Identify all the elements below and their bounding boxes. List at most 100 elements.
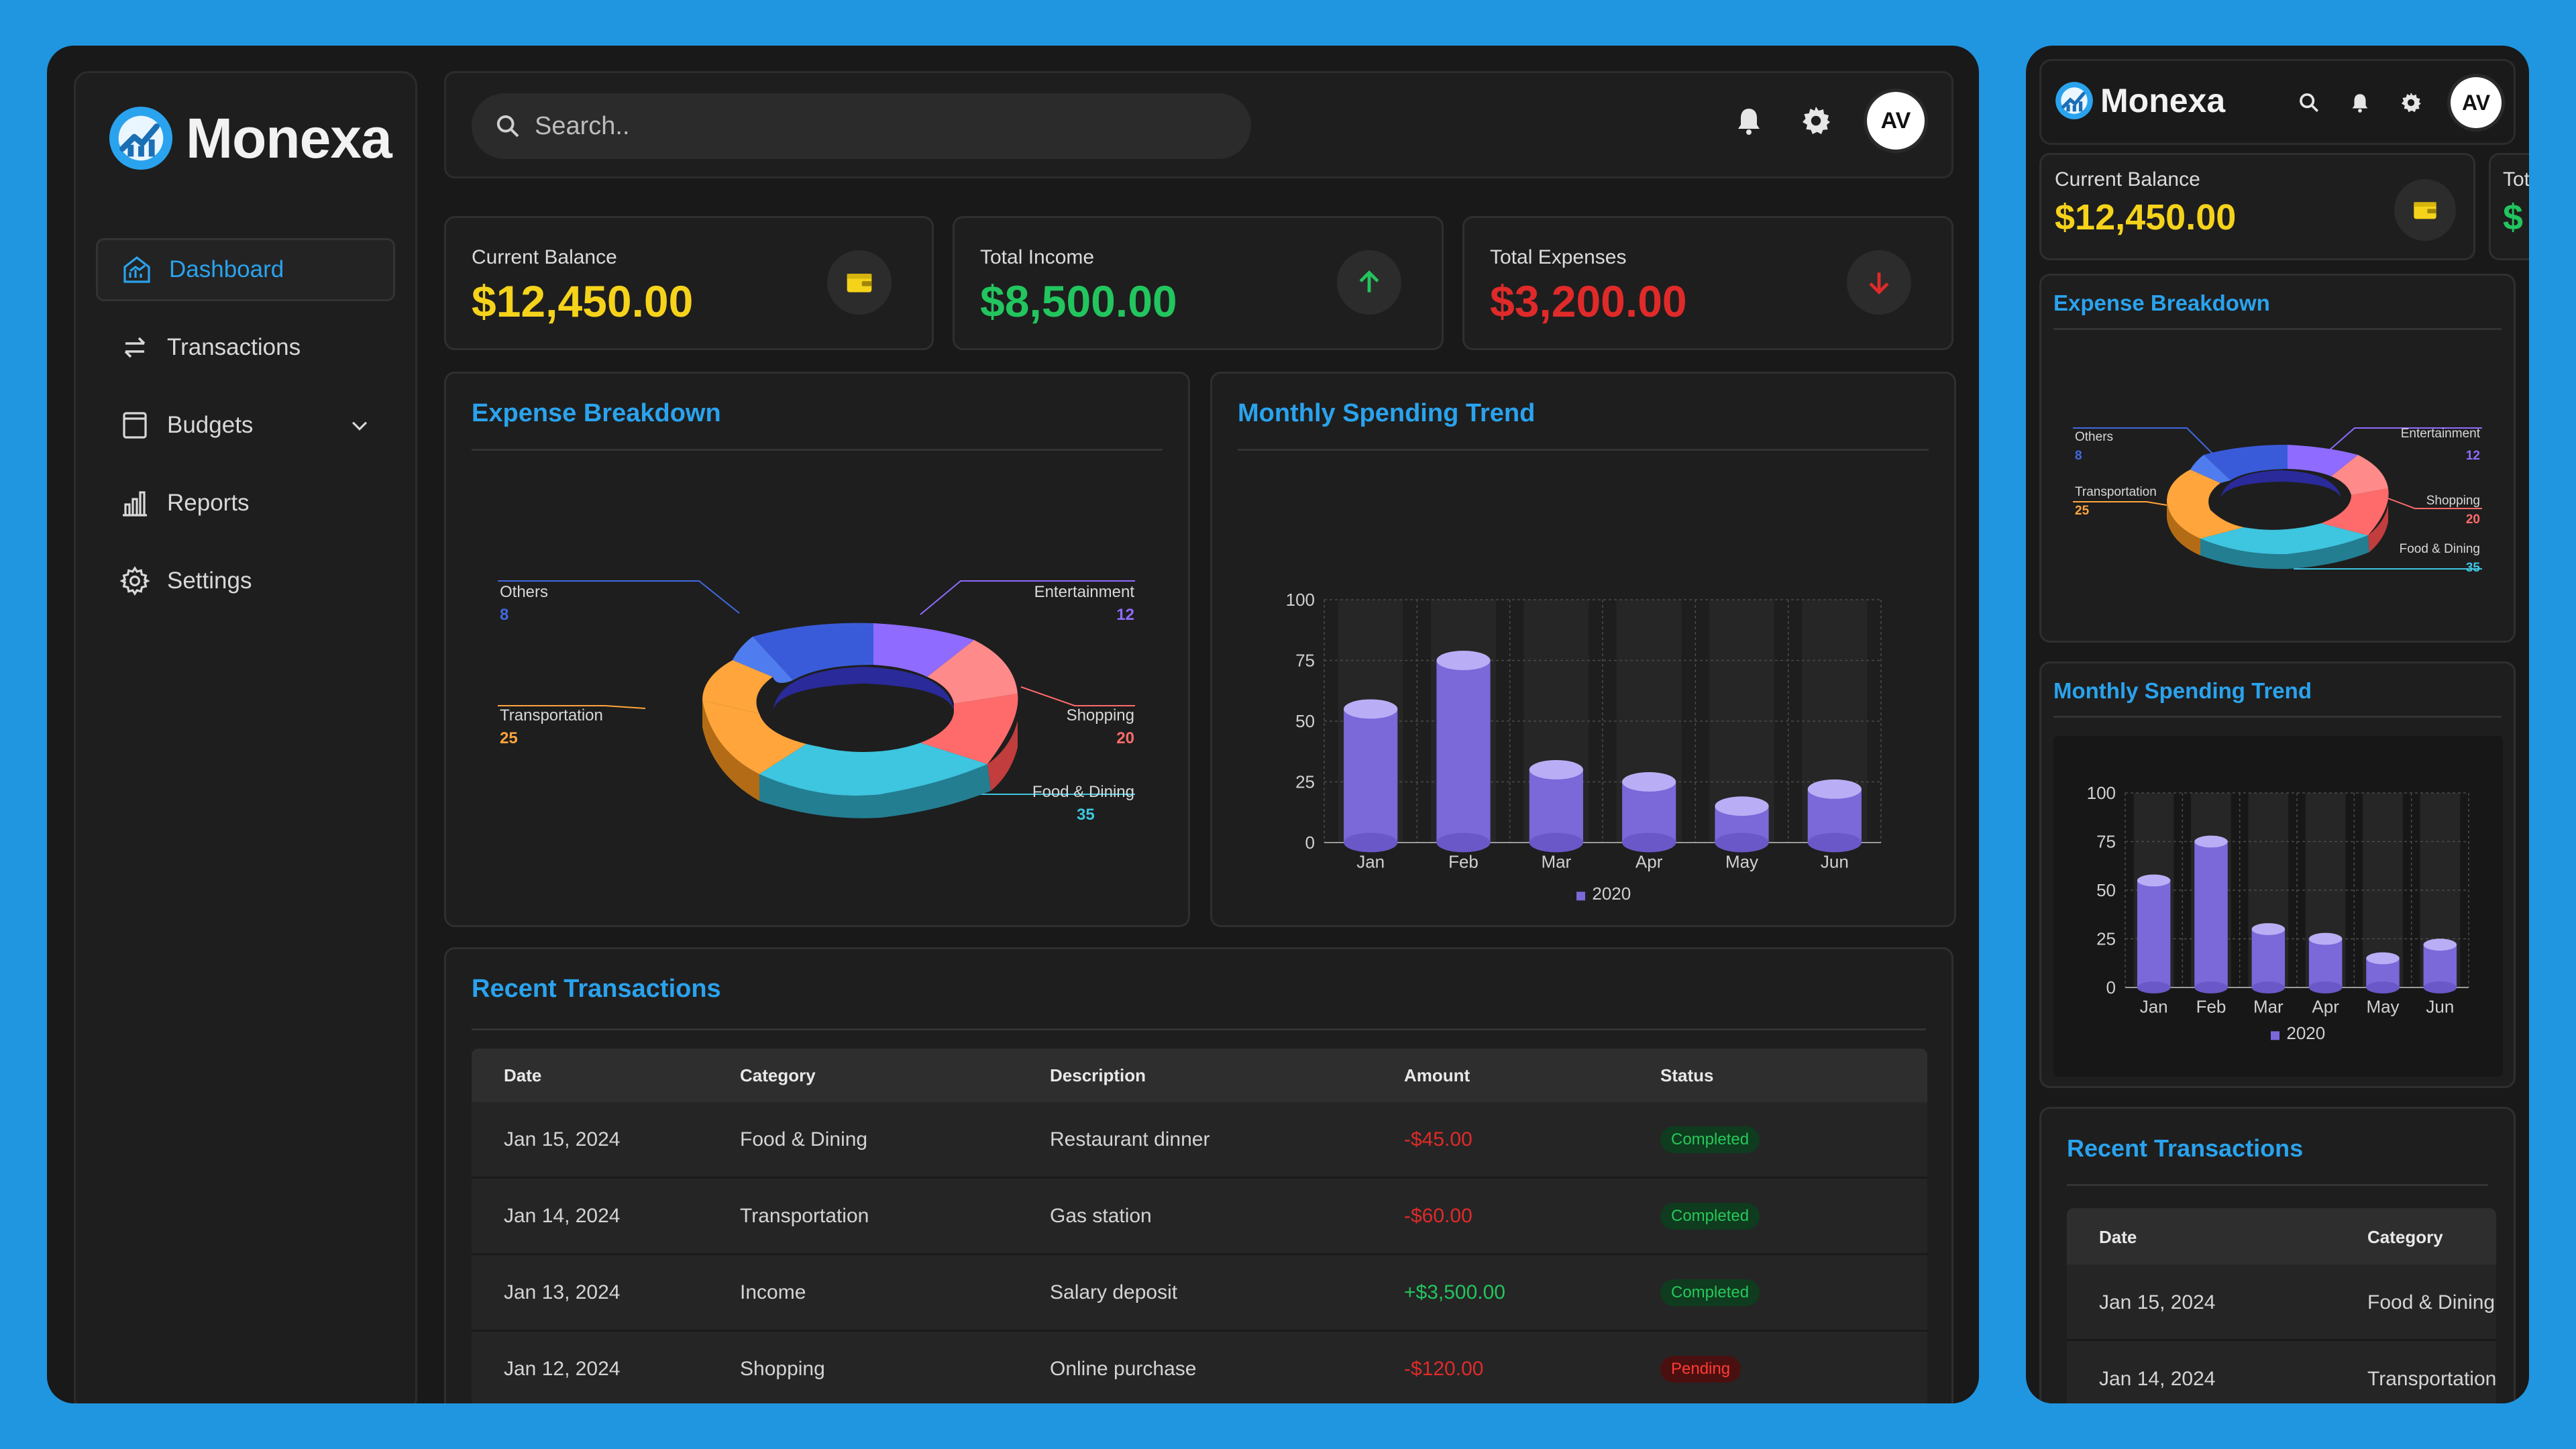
stat-value: $12,450.00 — [2055, 197, 2237, 237]
slice-value-entertainment: 12 — [1116, 606, 1134, 624]
bar — [2308, 938, 2343, 987]
x-tick-label: May — [1725, 852, 1758, 872]
bar — [2194, 841, 2228, 987]
cell-category: Food & Dining — [2367, 1291, 2496, 1313]
sidebar-item-label: Dashboard — [169, 256, 284, 282]
slice-value-transportation: 25 — [500, 729, 518, 747]
leader-line-transportation — [498, 705, 646, 709]
sidebar-item-budgets[interactable]: Budgets — [96, 394, 395, 457]
x-tick-label: Jun — [2426, 997, 2454, 1017]
bar-base — [2194, 981, 2228, 994]
x-tick-label: May — [2366, 997, 2399, 1017]
chevron-down-icon[interactable] — [348, 414, 371, 437]
bar-base — [1436, 833, 1491, 853]
y-tick-label: 100 — [1286, 590, 1315, 610]
x-tick-label: Jun — [1821, 852, 1849, 872]
bar — [2137, 880, 2171, 987]
expense-breakdown-panel: Expense Breakdown Others 8 Entertainment… — [2039, 274, 2516, 643]
logo[interactable]: Monexa — [2055, 81, 2225, 120]
budget-icon — [123, 412, 147, 439]
legend-swatch — [2271, 1031, 2279, 1040]
slice-label-food: Food & Dining — [2399, 542, 2480, 556]
bar-base — [2251, 981, 2286, 994]
logo[interactable]: Monexa — [108, 105, 392, 171]
panel-title: Monthly Spending Trend — [1238, 399, 1536, 427]
search-icon[interactable] — [2298, 91, 2320, 114]
slice-label-food: Food & Dining — [1032, 783, 1134, 801]
y-tick-label: 100 — [2087, 783, 2116, 803]
cell-amount: -$45.00 — [1404, 1128, 1472, 1150]
divider — [472, 1028, 1926, 1030]
bar-base — [2137, 981, 2171, 994]
slice-value-shopping: 20 — [1116, 729, 1134, 747]
bell-icon[interactable] — [1733, 105, 1765, 137]
bell-icon[interactable] — [2349, 91, 2371, 114]
slice-value-others: 8 — [2075, 449, 2082, 463]
col-header-status[interactable]: Status — [1660, 1065, 1714, 1085]
y-tick-label: 50 — [1295, 711, 1315, 731]
cell-category: Transportation — [740, 1204, 869, 1227]
avatar[interactable]: AV — [1867, 92, 1925, 150]
col-header-date[interactable]: Date — [2099, 1227, 2137, 1247]
col-header-category[interactable]: Category — [740, 1065, 816, 1085]
col-header-category[interactable]: Category — [2367, 1227, 2443, 1247]
slice-label-others: Others — [2075, 430, 2114, 444]
slice-value-others: 8 — [500, 606, 509, 624]
y-tick-label: 25 — [1295, 772, 1315, 792]
x-tick-label: Mar — [1541, 852, 1571, 872]
search-input[interactable] — [535, 111, 1205, 141]
sidebar-item-label: Reports — [167, 490, 250, 516]
table-row[interactable]: Jan 15, 2024 Food & Dining Restaurant di… — [472, 1102, 1927, 1179]
table-row[interactable]: Jan 12, 2024 Shopping Online purchase -$… — [472, 1332, 1927, 1403]
bar-chart: 100 75 50 25 0 Jan Feb Mar Apr May Jun 2020 — [2087, 783, 2469, 1043]
x-tick-label: Jan — [1356, 852, 1385, 872]
bar — [1344, 708, 1398, 843]
stat-value: $ — [2503, 197, 2524, 237]
search-bar[interactable] — [472, 93, 1251, 159]
cell-description: Restaurant dinner — [1050, 1128, 1210, 1150]
y-tick-label: 50 — [2096, 880, 2116, 900]
wallet-icon — [827, 250, 892, 315]
x-tick-label: Jan — [2140, 997, 2168, 1017]
cell-amount: -$60.00 — [1404, 1204, 1472, 1227]
cell-date: Jan 14, 2024 — [2099, 1368, 2216, 1390]
logo-icon — [109, 106, 173, 170]
sidebar-item-reports[interactable]: Reports — [96, 472, 395, 535]
logo-icon — [2055, 82, 2093, 119]
gear-icon[interactable] — [1800, 105, 1832, 137]
stat-label: Current Balance — [472, 246, 617, 268]
table-row[interactable]: Jan 14, 2024 Transportation — [2067, 1341, 2496, 1403]
mobile-header: Monexa AV — [2039, 59, 2516, 145]
sidebar-item-transactions[interactable]: Transactions — [96, 316, 395, 379]
legend-label: 2020 — [1592, 883, 1631, 904]
cell-date: Jan 14, 2024 — [504, 1204, 621, 1227]
sidebar-item-dashboard[interactable]: Dashboard — [96, 238, 395, 301]
cell-date: Jan 13, 2024 — [504, 1281, 621, 1303]
bar — [2251, 929, 2286, 987]
panel-title: Expense Breakdown — [472, 399, 721, 427]
bar-base — [2423, 981, 2457, 994]
divider — [472, 449, 1163, 451]
col-header-description[interactable]: Description — [1050, 1065, 1146, 1085]
gear-icon[interactable] — [2400, 91, 2422, 114]
bar-base — [2366, 981, 2400, 994]
table-header: Date Category — [2067, 1208, 2496, 1265]
arrow-up-icon — [1337, 250, 1401, 315]
table-row[interactable]: Jan 15, 2024 Food & Dining — [2067, 1265, 2496, 1341]
col-header-date[interactable]: Date — [504, 1065, 542, 1085]
bar-base — [1715, 833, 1769, 853]
sidebar-item-settings[interactable]: Settings — [96, 549, 395, 612]
table-row[interactable]: Jan 13, 2024 Income Salary deposit +$3,5… — [472, 1255, 1927, 1332]
sidebar-item-label: Budgets — [167, 412, 254, 438]
y-tick-label: 0 — [2106, 977, 2116, 998]
avatar[interactable]: AV — [2451, 77, 2502, 128]
slice-label-shopping: Shopping — [1066, 706, 1134, 724]
panel-title: Recent Transactions — [472, 975, 721, 1003]
bar-base — [1807, 833, 1862, 853]
table-header: Date Category Description Amount Status — [472, 1049, 1927, 1102]
stat-value: $8,500.00 — [980, 276, 1177, 326]
table-row[interactable]: Jan 14, 2024 Transportation Gas station … — [472, 1179, 1927, 1255]
divider — [2053, 716, 2502, 718]
panel-title: Monthly Spending Trend — [2053, 678, 2312, 703]
col-header-amount[interactable]: Amount — [1404, 1065, 1470, 1085]
